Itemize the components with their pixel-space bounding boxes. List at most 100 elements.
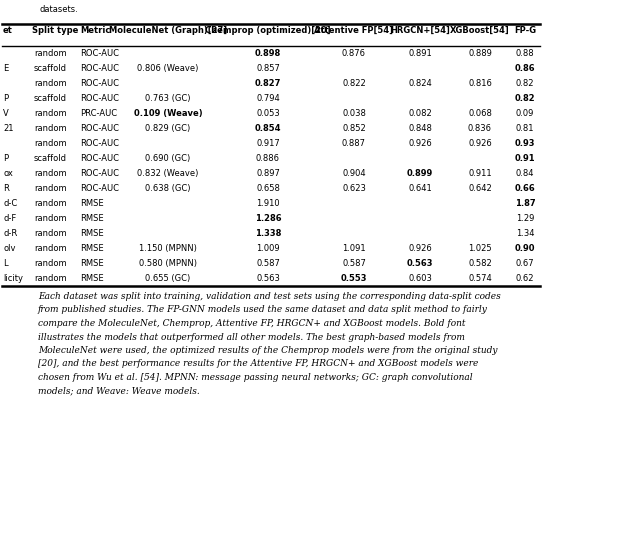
Text: 0.09: 0.09	[516, 109, 534, 118]
Text: 0.806 (Weave): 0.806 (Weave)	[138, 64, 198, 73]
Text: scaffold: scaffold	[34, 64, 67, 73]
Text: 1.091: 1.091	[342, 244, 366, 253]
Text: olv: olv	[3, 244, 15, 253]
Text: d-C: d-C	[3, 199, 17, 208]
Text: 1.009: 1.009	[256, 244, 280, 253]
Text: ox: ox	[3, 169, 13, 178]
Text: 1.910: 1.910	[256, 199, 280, 208]
Text: RMSE: RMSE	[80, 199, 104, 208]
Text: 0.93: 0.93	[515, 139, 535, 148]
Text: 0.88: 0.88	[516, 49, 534, 58]
Text: 0.053: 0.053	[256, 109, 280, 118]
Text: random: random	[34, 49, 67, 58]
Text: 0.897: 0.897	[256, 169, 280, 178]
Text: 0.876: 0.876	[342, 49, 366, 58]
Text: 0.84: 0.84	[516, 169, 534, 178]
Text: RMSE: RMSE	[80, 229, 104, 238]
Text: 1.025: 1.025	[468, 244, 492, 253]
Text: 0.90: 0.90	[515, 244, 535, 253]
Text: RMSE: RMSE	[80, 274, 104, 283]
Text: MoleculeNet were used, the optimized results of the Chemprop models were from th: MoleculeNet were used, the optimized res…	[38, 346, 497, 355]
Text: 0.82: 0.82	[515, 94, 535, 103]
Text: random: random	[34, 229, 67, 238]
Text: L: L	[3, 259, 8, 268]
Text: 0.603: 0.603	[408, 274, 432, 283]
Text: random: random	[34, 184, 67, 193]
Text: 0.553: 0.553	[340, 274, 367, 283]
Text: 0.66: 0.66	[515, 184, 536, 193]
Text: E: E	[3, 64, 8, 73]
Text: random: random	[34, 124, 67, 133]
Text: random: random	[34, 259, 67, 268]
Text: licity: licity	[3, 274, 23, 283]
Text: 0.886: 0.886	[256, 154, 280, 163]
Text: Each dataset was split into training, validation and test sets using the corresp: Each dataset was split into training, va…	[38, 292, 500, 301]
Text: P: P	[3, 94, 8, 103]
Text: ROC-AUC: ROC-AUC	[80, 79, 119, 88]
Text: 0.587: 0.587	[342, 259, 366, 268]
Text: 0.889: 0.889	[468, 49, 492, 58]
Text: 0.642: 0.642	[468, 184, 492, 193]
Text: 0.848: 0.848	[408, 124, 432, 133]
Text: 0.829 (GC): 0.829 (GC)	[145, 124, 191, 133]
Text: 0.563: 0.563	[256, 274, 280, 283]
Text: random: random	[34, 79, 67, 88]
Text: 0.854: 0.854	[255, 124, 281, 133]
Text: compare the MoleculeNet, Chemprop, Attentive FP, HRGCN+ and XGBoost models. Bold: compare the MoleculeNet, Chemprop, Atten…	[38, 319, 465, 328]
Text: ROC-AUC: ROC-AUC	[80, 49, 119, 58]
Text: 0.690 (GC): 0.690 (GC)	[145, 154, 191, 163]
Text: 21: 21	[3, 124, 13, 133]
Text: models; and Weave: Weave models.: models; and Weave: Weave models.	[38, 386, 200, 395]
Text: 1.286: 1.286	[255, 214, 282, 223]
Text: [20], and the best performance results for the Attentive FP, HRGCN+ and XGBoost : [20], and the best performance results f…	[38, 360, 478, 368]
Text: ROC-AUC: ROC-AUC	[80, 139, 119, 148]
Text: 0.658: 0.658	[256, 184, 280, 193]
Text: random: random	[34, 274, 67, 283]
Text: Split type: Split type	[32, 26, 78, 35]
Text: 1.29: 1.29	[516, 214, 534, 223]
Text: random: random	[34, 139, 67, 148]
Text: 0.822: 0.822	[342, 79, 366, 88]
Text: Attentive FP[54]: Attentive FP[54]	[314, 26, 394, 35]
Text: 0.891: 0.891	[408, 49, 432, 58]
Text: illustrates the models that outperformed all other models. The best graph-based : illustrates the models that outperformed…	[38, 333, 465, 342]
Text: 0.887: 0.887	[342, 139, 366, 148]
Text: 0.068: 0.068	[468, 109, 492, 118]
Text: chosen from Wu et al. [54]. MPNN: message passing neural networks; GC: graph con: chosen from Wu et al. [54]. MPNN: messag…	[38, 373, 472, 382]
Text: 0.824: 0.824	[408, 79, 432, 88]
Text: scaffold: scaffold	[34, 94, 67, 103]
Text: MoleculeNet (Graph)[27]: MoleculeNet (Graph)[27]	[109, 26, 227, 35]
Text: RMSE: RMSE	[80, 244, 104, 253]
Text: 0.82: 0.82	[516, 79, 534, 88]
Text: 0.580 (MPNN): 0.580 (MPNN)	[139, 259, 197, 268]
Text: 0.082: 0.082	[408, 109, 432, 118]
Text: PRC-AUC: PRC-AUC	[80, 109, 117, 118]
Text: 1.34: 1.34	[516, 229, 534, 238]
Text: 0.904: 0.904	[342, 169, 366, 178]
Text: random: random	[34, 169, 67, 178]
Text: ROC-AUC: ROC-AUC	[80, 124, 119, 133]
Text: 0.574: 0.574	[468, 274, 492, 283]
Text: 0.638 (GC): 0.638 (GC)	[145, 184, 191, 193]
Text: 0.917: 0.917	[256, 139, 280, 148]
Text: 0.623: 0.623	[342, 184, 366, 193]
Text: random: random	[34, 244, 67, 253]
Text: Metric: Metric	[80, 26, 110, 35]
Text: 1.338: 1.338	[255, 229, 281, 238]
Text: 0.763 (GC): 0.763 (GC)	[145, 94, 191, 103]
Text: et: et	[3, 26, 13, 35]
Text: 0.852: 0.852	[342, 124, 366, 133]
Text: ROC-AUC: ROC-AUC	[80, 154, 119, 163]
Text: 0.641: 0.641	[408, 184, 432, 193]
Text: 0.926: 0.926	[408, 139, 432, 148]
Text: 0.926: 0.926	[468, 139, 492, 148]
Text: 0.587: 0.587	[256, 259, 280, 268]
Text: 1.87: 1.87	[515, 199, 535, 208]
Text: random: random	[34, 109, 67, 118]
Text: 0.827: 0.827	[255, 79, 281, 88]
Text: d-R: d-R	[3, 229, 17, 238]
Text: 0.109 (Weave): 0.109 (Weave)	[134, 109, 202, 118]
Text: 0.836: 0.836	[468, 124, 492, 133]
Text: d-F: d-F	[3, 214, 16, 223]
Text: Chemprop (optimized)[20]: Chemprop (optimized)[20]	[205, 26, 331, 35]
